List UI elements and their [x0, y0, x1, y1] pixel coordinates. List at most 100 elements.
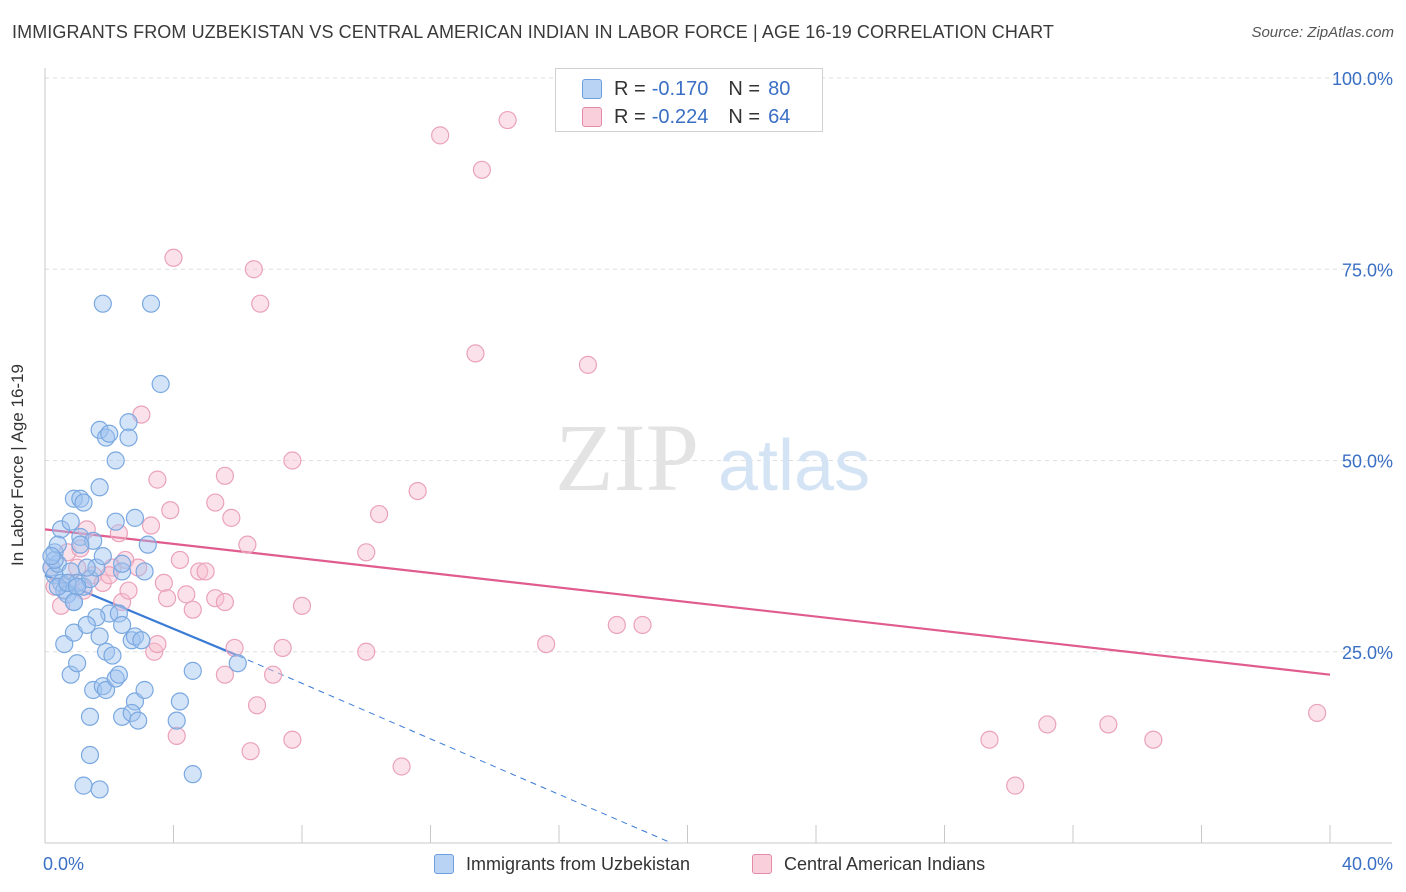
point-central-american-indians	[472, 160, 491, 179]
x-tick-label: 0.0%	[43, 854, 84, 874]
bottom-legend-swatch-pink	[752, 854, 772, 874]
point-central-american-indians	[215, 665, 234, 684]
bottom-legend-uzbekistan: Immigrants from Uzbekistan	[434, 852, 690, 876]
point-central-american-indians	[431, 126, 450, 145]
point-uzbekistan	[129, 711, 148, 730]
point-central-american-indians	[206, 493, 225, 512]
point-central-american-indians	[607, 615, 626, 635]
point-central-american-indians	[141, 516, 161, 535]
point-uzbekistan	[132, 631, 151, 650]
point-central-american-indians	[283, 730, 302, 749]
point-uzbekistan	[87, 608, 106, 627]
point-uzbekistan	[74, 493, 93, 512]
point-uzbekistan	[64, 592, 84, 612]
point-central-american-indians	[119, 581, 138, 600]
point-uzbekistan	[80, 745, 100, 765]
point-uzbekistan	[112, 554, 132, 573]
point-central-american-indians	[183, 600, 202, 619]
point-uzbekistan	[80, 707, 100, 726]
point-central-american-indians	[222, 508, 241, 527]
legend-swatch-pink	[582, 107, 602, 127]
chart-title: IMMIGRANTS FROM UZBEKISTAN VS CENTRAL AM…	[12, 22, 1054, 42]
legend-r-label: R =	[614, 105, 646, 128]
point-central-american-indians	[283, 451, 302, 470]
axes	[44, 68, 1392, 844]
points-uzbekistan	[42, 294, 247, 799]
bottom-legend-label-uzbekistan: Immigrants from Uzbekistan	[466, 853, 691, 874]
point-central-american-indians	[633, 615, 652, 635]
point-uzbekistan	[103, 646, 122, 665]
y-tick-label: 75.0%	[1342, 260, 1393, 280]
point-uzbekistan	[48, 535, 67, 554]
point-uzbekistan	[74, 776, 93, 795]
point-central-american-indians	[537, 634, 556, 654]
point-central-american-indians	[177, 585, 196, 604]
point-uzbekistan	[48, 577, 67, 596]
legend-n-value: 64	[768, 105, 791, 128]
legend-n-label: N =	[728, 77, 761, 100]
point-uzbekistan	[183, 661, 202, 680]
legend-r-value: -0.170	[651, 77, 709, 100]
legend-r-value: -0.224	[651, 105, 709, 128]
point-central-american-indians	[980, 730, 999, 749]
point-central-american-indians	[251, 294, 270, 313]
point-uzbekistan	[135, 680, 154, 700]
point-uzbekistan	[58, 573, 77, 593]
point-central-american-indians	[164, 248, 183, 267]
watermark-zip: ZIP	[555, 404, 699, 511]
point-central-american-indians	[466, 344, 485, 363]
point-central-american-indians	[148, 470, 167, 489]
legend-n-label: N =	[728, 105, 761, 128]
legend-r-label: R =	[614, 77, 646, 100]
point-central-american-indians	[370, 504, 389, 524]
y-tick-label: 25.0%	[1342, 643, 1393, 663]
point-uzbekistan	[77, 558, 96, 577]
point-uzbekistan	[100, 424, 119, 443]
point-central-american-indians	[1144, 730, 1163, 749]
point-central-american-indians	[247, 696, 267, 715]
point-uzbekistan	[109, 665, 128, 684]
x-tick-labels: 0.0% 40.0%	[43, 854, 1393, 874]
point-central-american-indians	[292, 596, 312, 615]
point-central-american-indians	[196, 562, 215, 581]
point-uzbekistan	[109, 604, 128, 623]
legend-row-central-american-indians: R = -0.224 N = 64	[556, 103, 790, 131]
point-central-american-indians	[263, 665, 283, 684]
point-uzbekistan	[93, 547, 112, 566]
point-uzbekistan	[51, 520, 71, 539]
point-central-american-indians	[157, 589, 177, 608]
point-central-american-indians	[154, 573, 173, 593]
point-uzbekistan	[93, 294, 112, 313]
point-central-american-indians	[238, 535, 257, 554]
watermark-atlas: atlas	[718, 426, 870, 506]
grid-lines	[45, 77, 1392, 653]
correlation-legend: R = -0.170 N = 80 R = -0.224 N = 64	[555, 68, 823, 132]
point-central-american-indians	[273, 638, 292, 658]
point-uzbekistan	[90, 478, 109, 497]
trend-dashed-uzbekistan	[237, 655, 672, 844]
point-central-american-indians	[190, 562, 209, 581]
point-central-american-indians	[148, 634, 167, 654]
point-central-american-indians	[215, 466, 234, 485]
legend-row-uzbekistan: R = -0.170 N = 80	[556, 75, 790, 103]
point-uzbekistan	[90, 780, 109, 799]
legend-swatch-blue	[582, 79, 602, 99]
point-uzbekistan	[112, 562, 132, 581]
point-central-american-indians	[170, 550, 190, 570]
source-label: Source: ZipAtlas.com	[1251, 24, 1394, 41]
point-central-american-indians	[357, 543, 376, 562]
point-uzbekistan	[77, 615, 96, 635]
point-uzbekistan	[68, 654, 87, 673]
point-uzbekistan	[90, 627, 109, 646]
points-central-american-indians	[42, 110, 1327, 795]
point-central-american-indians	[241, 742, 260, 761]
point-central-american-indians	[109, 524, 128, 543]
point-uzbekistan	[61, 665, 80, 684]
point-central-american-indians	[1308, 703, 1327, 723]
point-uzbekistan	[84, 680, 103, 700]
point-uzbekistan	[119, 413, 138, 432]
point-uzbekistan	[112, 615, 132, 635]
point-uzbekistan	[106, 512, 125, 531]
point-central-american-indians	[206, 589, 225, 608]
point-uzbekistan	[135, 562, 154, 581]
